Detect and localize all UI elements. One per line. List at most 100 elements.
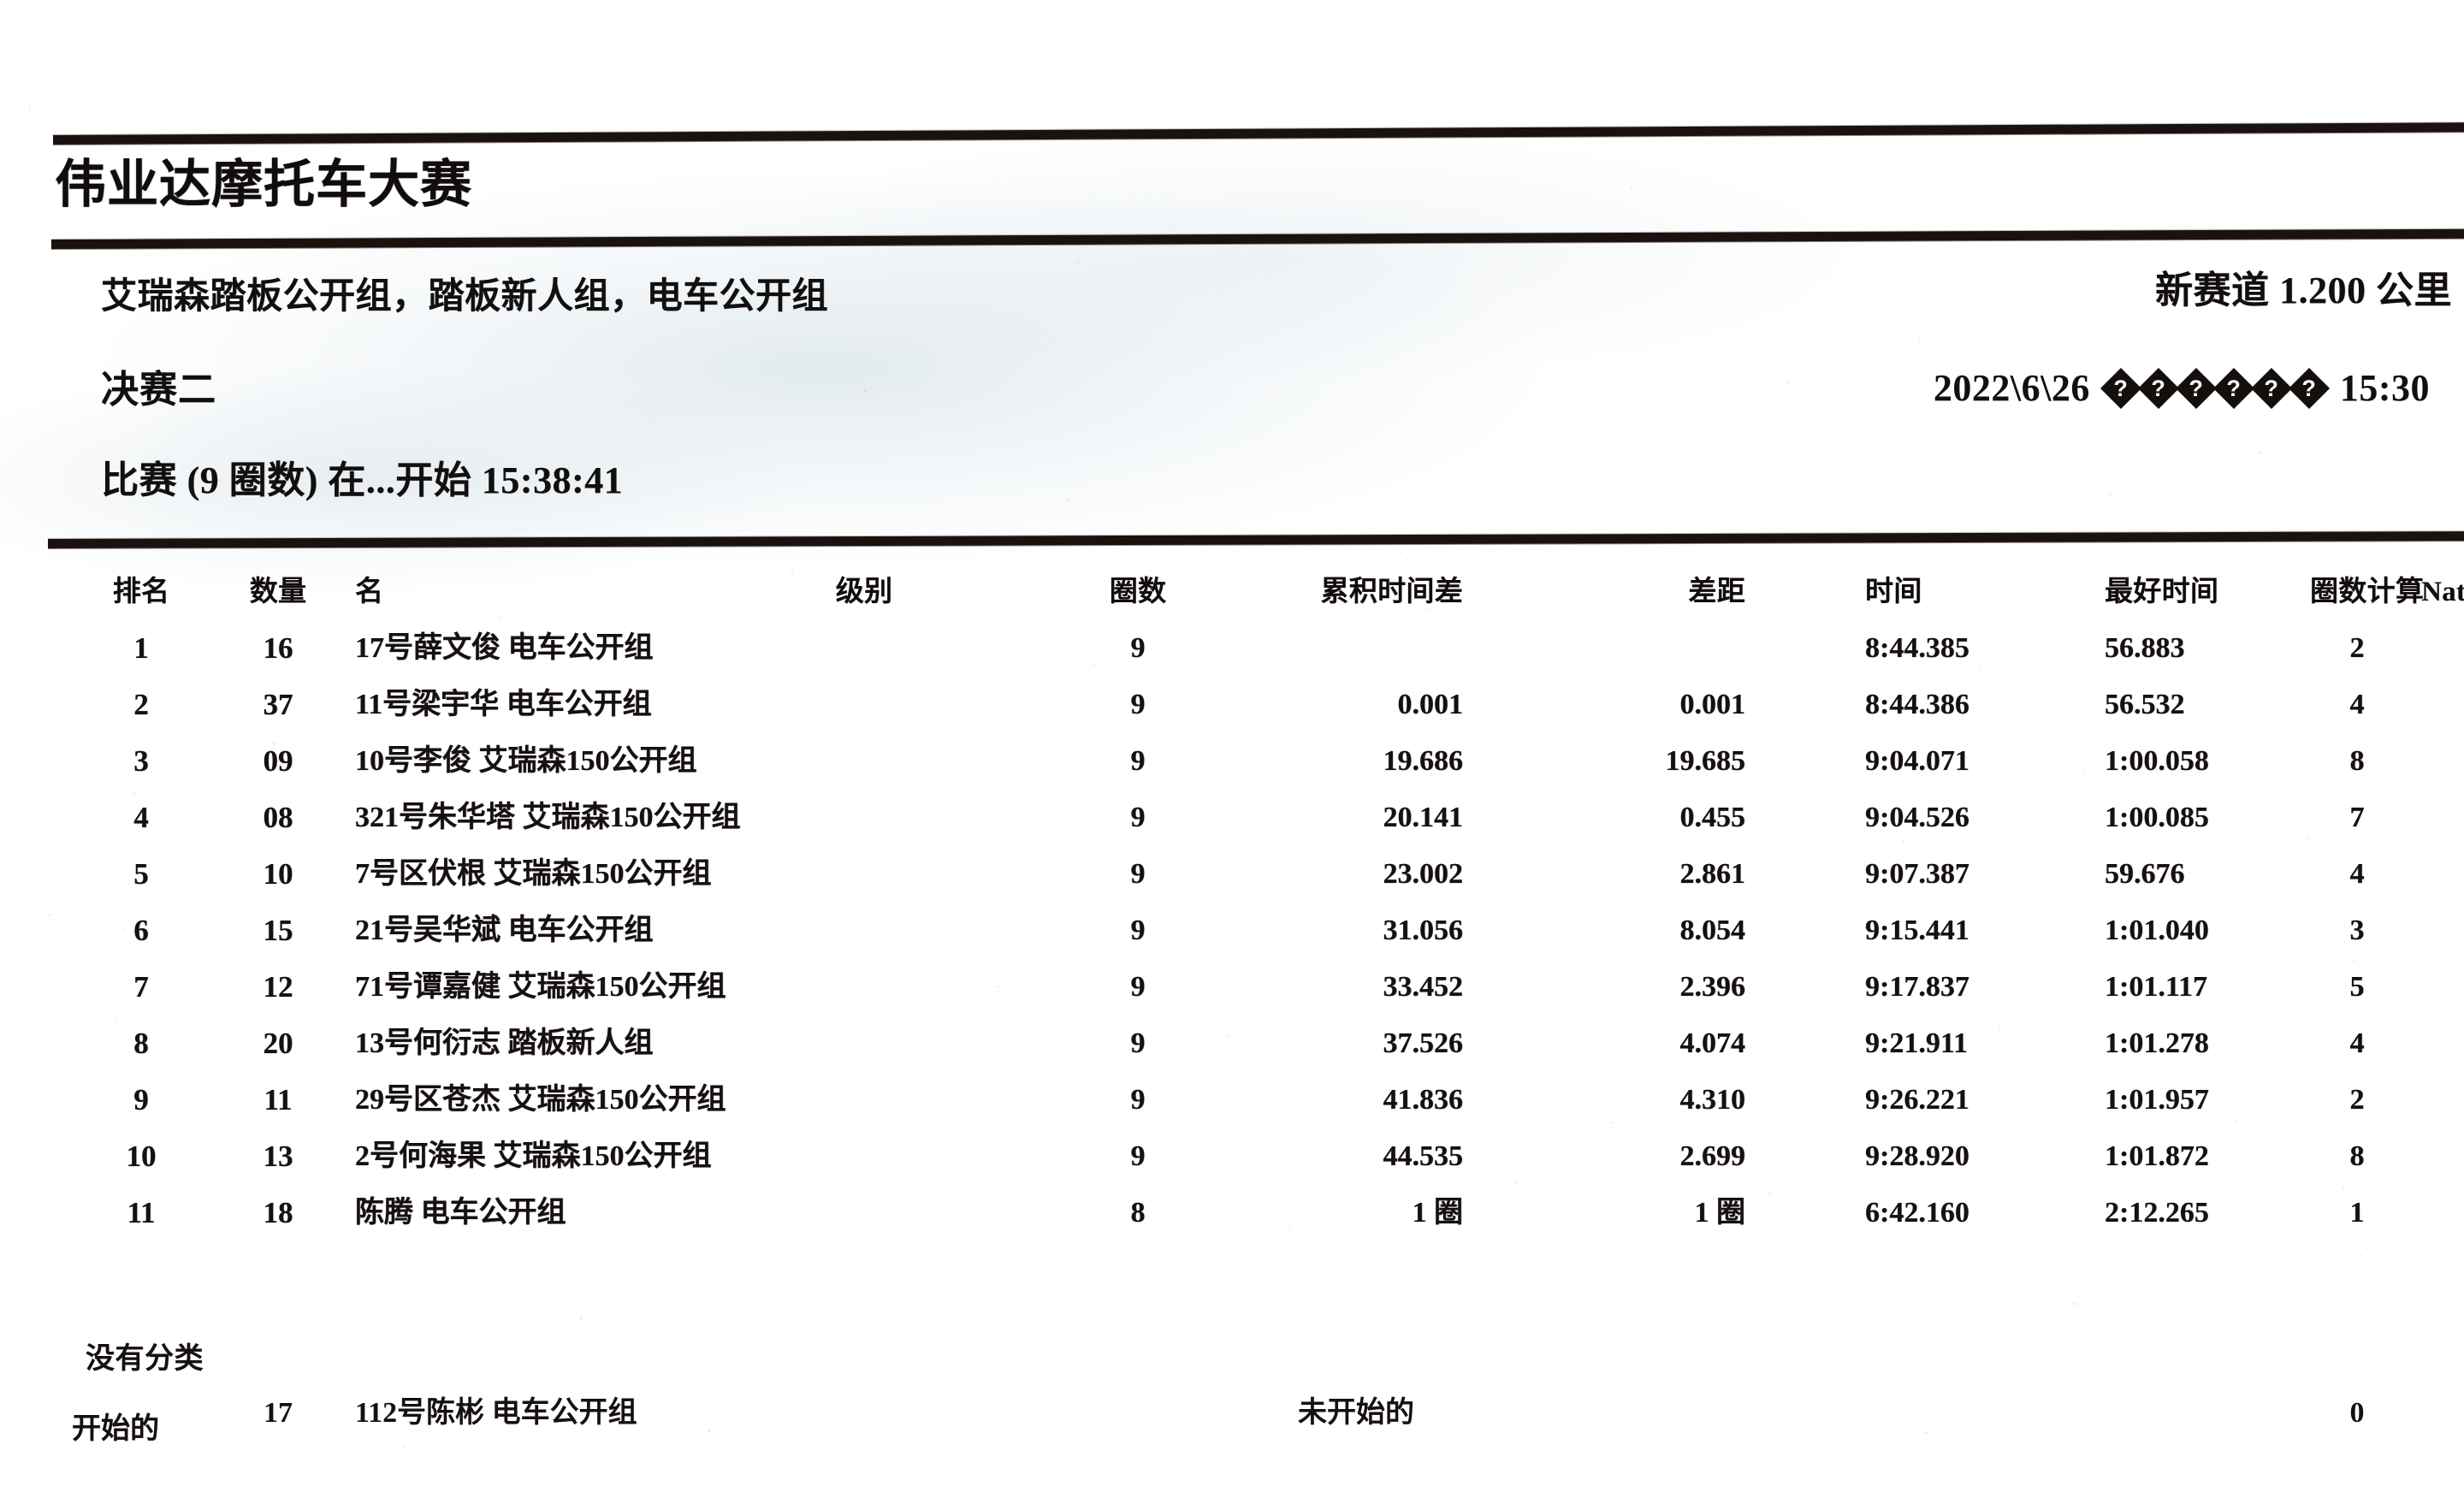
cell-name: 13号何衍志 踏板新人组 (355, 1027, 654, 1059)
results-table: 排名 数量 名 级别 圈数 累积时间差 差距 时间 最好时间 圈数计算 Nat/… (0, 575, 2464, 1252)
cell-position: 6 (133, 914, 149, 947)
cell-best-time: 1:01.040 (2105, 915, 2209, 946)
event-title: 伟业达摩托车大赛 (55, 157, 472, 213)
cell-total-gap: 0.001 (1397, 689, 1464, 720)
cell-position: 10 (126, 1140, 157, 1173)
cell-time: 9:17.837 (1865, 971, 1969, 1003)
cell-total-gap: 44.535 (1383, 1140, 1464, 1172)
table-body: 1 16 17号薛文俊 电车公开组 9 8:44.385 56.883 2 2 37 11号梁宇华… (0, 631, 2464, 1252)
cell-number: 11 (264, 1083, 293, 1116)
cell-name: 21号吴华斌 电车公开组 (355, 915, 654, 946)
cell-best-time: 1:00.058 (2105, 745, 2209, 777)
cell-position: 9 (133, 1083, 149, 1116)
cell-number: 16 (263, 631, 293, 665)
header-name: 名 (355, 577, 384, 607)
cell-gap: 19.685 (1665, 745, 1746, 777)
cell-gap: 8.054 (1679, 915, 1746, 946)
cell-best-time: 2:12.265 (2105, 1197, 2209, 1229)
cell-total-gap: 41.836 (1383, 1084, 1464, 1116)
table-row: 7 12 71号谭嘉健 艾瑞森150公开组 9 33.452 2.396 9:17.837 1… (0, 970, 2464, 1027)
cell-name: 29号区苍杰 艾瑞森150公开组 (355, 1084, 726, 1116)
table-row: 8 20 13号何衍志 踏板新人组 9 37.526 4.074 9:21.911 1:01.… (0, 1027, 2464, 1083)
cell-best-time: 56.532 (2105, 689, 2185, 720)
unrenderable-glyph-icon (2102, 368, 2140, 409)
header-rule-top (52, 122, 2464, 145)
header-best-time: 最好时间 (2105, 577, 2219, 607)
clipped-edge-char: （ (2442, 370, 2464, 407)
unrenderable-glyph-icon (2290, 368, 2328, 409)
header-total-gap: 累积时间差 (1320, 577, 1463, 607)
unrenderable-glyph-icon (2215, 368, 2253, 409)
header-time: 时间 (1865, 577, 1922, 607)
cell-lap-count: 3 (2349, 915, 2365, 946)
table-row: 10 13 2号何海果 艾瑞森150公开组 9 44.535 2.699 9:28.920 1… (0, 1140, 2464, 1196)
cell-total-gap: 31.056 (1383, 915, 1464, 946)
header-number: 数量 (249, 577, 307, 607)
cell-position: 8 (133, 1027, 149, 1060)
table-row-unclassified: 17 112号陈彬 电车公开组 未开始的 0 (0, 1396, 2464, 1453)
header-rule-bottom (47, 531, 2464, 548)
cell-total-gap: 1 圈 (1412, 1197, 1464, 1229)
cell-total-gap: 37.526 (1383, 1027, 1464, 1059)
table-row: 2 37 11号梁宇华 电车公开组 9 0.001 0.001 8:44.386 56.532… (0, 688, 2464, 744)
cell-number: 13 (263, 1140, 293, 1173)
cell-best-time: 59.676 (2105, 858, 2185, 890)
cell-laps: 9 (1130, 858, 1146, 890)
cell-time: 9:07.387 (1865, 858, 1969, 890)
cell-time: 9:04.071 (1865, 745, 1969, 777)
session-date: 2022\6\26 (1933, 367, 2090, 409)
unrenderable-glyph-run (2102, 368, 2328, 409)
cell-number: 18 (263, 1196, 293, 1229)
cell-gap: 2.396 (1679, 971, 1746, 1003)
cell-name: 10号李俊 艾瑞森150公开组 (355, 745, 697, 777)
cell-time: 9:21.911 (1865, 1027, 1968, 1059)
cell-best-time: 1:01.957 (2105, 1084, 2209, 1116)
cell-gap: 4.074 (1679, 1027, 1746, 1059)
cell-time: 8:44.385 (1865, 632, 1969, 664)
cell-laps: 9 (1130, 1027, 1146, 1059)
cell-best-time: 1:01.117 (2105, 971, 2207, 1003)
header-class: 级别 (835, 577, 893, 607)
cell-lap-count: 8 (2349, 1140, 2365, 1172)
cell-position: 11 (127, 1196, 156, 1229)
cell-time: 8:44.386 (1865, 689, 1969, 720)
cell-time: 9:15.441 (1865, 915, 1969, 946)
unclassified-label: 没有分类 (86, 1343, 204, 1375)
cell-time: 9:28.920 (1865, 1140, 1969, 1172)
cell-number: 37 (263, 688, 293, 721)
unrenderable-glyph-icon (2253, 368, 2290, 409)
cell-number: 15 (263, 914, 293, 947)
cell-position: 1 (133, 631, 149, 665)
cell-lap-count: 4 (2349, 1027, 2365, 1059)
header-laps: 圈数 (1109, 577, 1167, 607)
header-nat: Nat/ (2421, 577, 2464, 607)
cell-lap-count: 4 (2349, 689, 2365, 720)
cell-number: 09 (263, 744, 293, 778)
cell-lap-count: 2 (2349, 632, 2365, 664)
cell-best-time: 1:01.872 (2105, 1140, 2209, 1172)
cell-position: 2 (133, 688, 149, 721)
unrenderable-glyph-icon (2177, 368, 2215, 409)
cell-total-gap: 23.002 (1383, 858, 1464, 890)
cell-lap-count: 8 (2349, 745, 2365, 777)
cell-laps: 9 (1130, 971, 1146, 1003)
track-info: 新赛道 1.200 公里 (2155, 269, 2452, 311)
cell-gap: 2.861 (1679, 858, 1746, 890)
cell-best-time: 56.883 (2105, 632, 2185, 664)
header-lap-count: 圈数计算 (2310, 577, 2425, 607)
unrenderable-glyph-icon (2140, 368, 2177, 409)
cell-laps: 9 (1130, 689, 1146, 720)
cell-position: 5 (133, 857, 149, 891)
table-row: 11 18 陈腾 电车公开组 8 1 圈 1 圈 6:42.160 2:12.265 1 (0, 1196, 2464, 1252)
cell-position: 3 (133, 744, 149, 778)
unclassified-name: 112号陈彬 电车公开组 (355, 1397, 637, 1429)
cell-gap: 0.455 (1679, 802, 1746, 833)
class-list: 艾瑞森踏板公开组，踏板新人组，电车公开组 (101, 277, 829, 317)
cell-lap-count: 2 (2349, 1084, 2365, 1116)
race-start-info: 比赛 (9 圈数) 在...开始 15:38:41 (101, 459, 624, 501)
cell-gap: 0.001 (1679, 689, 1746, 720)
table-header-row: 排名 数量 名 级别 圈数 累积时间差 差距 时间 最好时间 圈数计算 Nat/ (0, 575, 2464, 631)
cell-best-time: 1:00.085 (2105, 802, 2209, 833)
cell-time: 9:26.221 (1865, 1084, 1969, 1116)
